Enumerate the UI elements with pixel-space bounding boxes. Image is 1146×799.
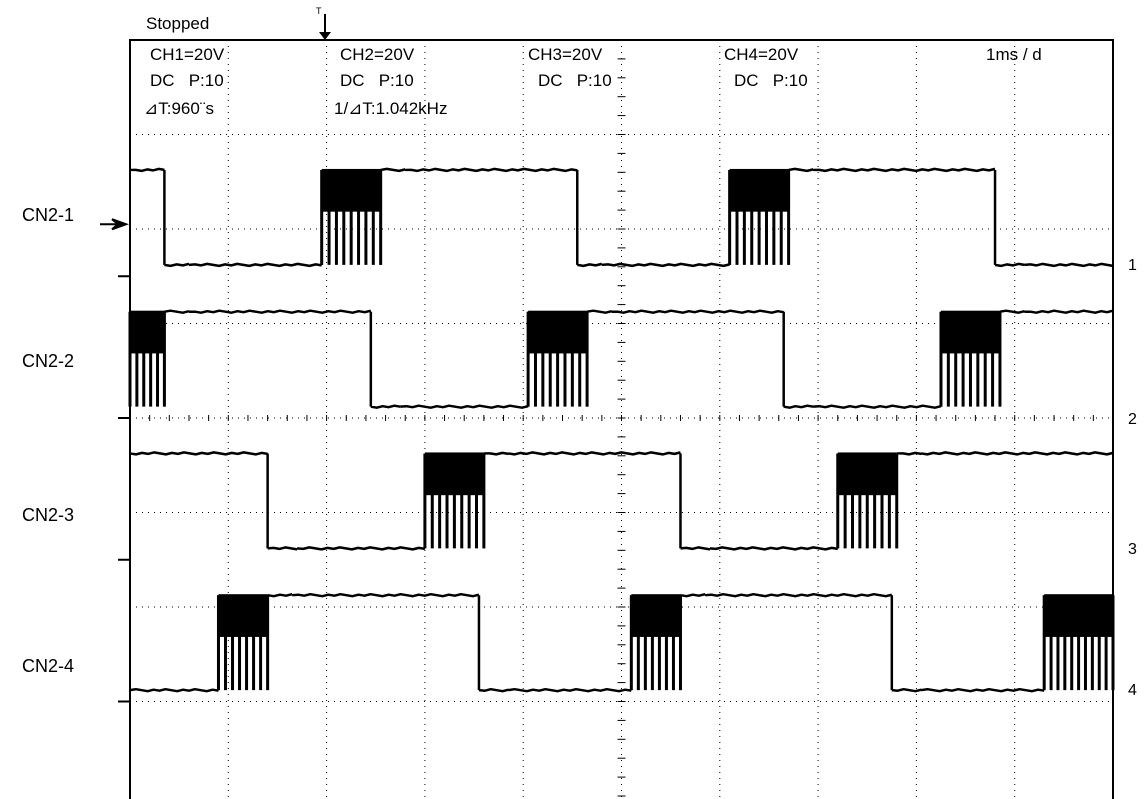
trace-cn2-2 — [128, 309, 1114, 409]
ch4-coupling: DC P:10 — [734, 71, 808, 90]
ground-level-markers — [100, 218, 130, 703]
trace-line — [164, 309, 1114, 409]
ch2-coupling: DC P:10 — [340, 71, 414, 90]
trace-label-cn2-1: CN2-1 — [22, 205, 75, 225]
trace-cn2-1 — [129, 167, 1114, 268]
trace-line — [129, 167, 1114, 268]
trace-label-cn2-3: CN2-3 — [22, 505, 75, 525]
waveform-traces — [128, 167, 1115, 693]
pwm-burst — [130, 310, 165, 354]
trigger-position-arrow-icon — [319, 14, 331, 40]
trace-label-cn2-4: CN2-4 — [22, 656, 75, 676]
trace-cn2-4 — [129, 592, 1115, 693]
ch3-coupling: DC P:10 — [538, 71, 612, 90]
ch1-coupling: DC P:10 — [150, 71, 224, 90]
timebase-setting: 1ms / d — [986, 45, 1042, 64]
cursor-frequency: 1/⊿T:1.042kHz — [334, 99, 448, 118]
ch2-scale: CH2=20V — [340, 45, 415, 64]
trigger-marker-label: T — [316, 6, 322, 16]
trace-line — [129, 451, 1114, 551]
acquisition-status: Stopped — [146, 14, 210, 33]
trace-cn2-3 — [129, 451, 1114, 551]
channel1-level-arrow-icon — [100, 218, 129, 231]
trace-label-cn2-2: CN2-2 — [22, 351, 75, 371]
graticule-grid — [129, 39, 1114, 799]
ground-marker-4: 4 — [1128, 682, 1137, 699]
cursor-delta-t: ⊿T:960¨s — [144, 99, 214, 118]
ch3-scale: CH3=20V — [528, 45, 603, 64]
ground-marker-1: 1 — [1128, 257, 1137, 274]
ground-marker-2: 2 — [1128, 411, 1137, 428]
ground-marker-3: 3 — [1128, 541, 1137, 558]
ch1-scale: CH1=20V — [150, 45, 225, 64]
ch4-scale: CH4=20V — [724, 45, 799, 64]
trace-line — [129, 592, 1045, 693]
